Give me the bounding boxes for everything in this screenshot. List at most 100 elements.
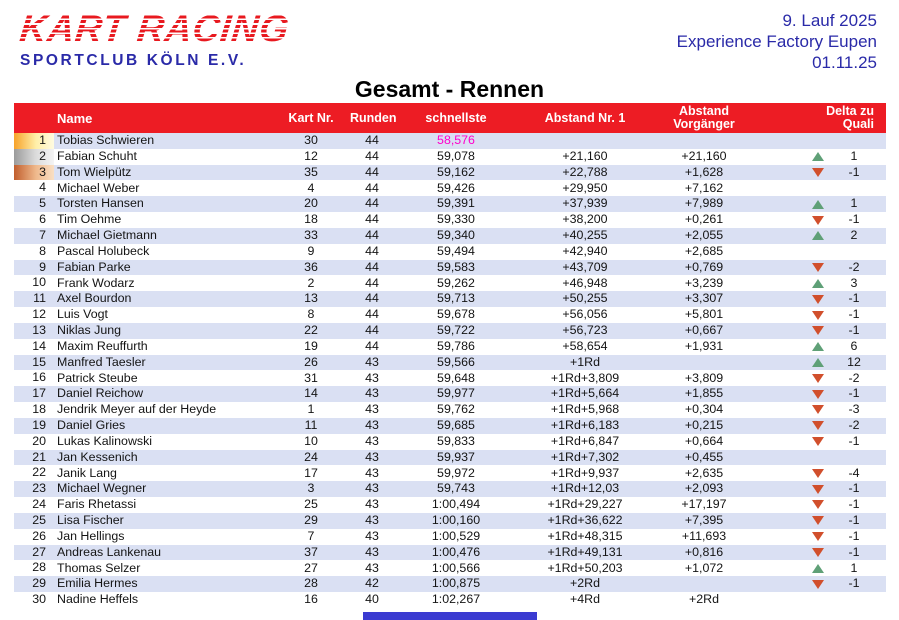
- driver-name: Janik Lang: [57, 465, 117, 480]
- up-arrow-icon: [812, 358, 824, 367]
- delta-to-quali-cell: 6: [756, 339, 886, 355]
- delta-to-quali-cell: [756, 592, 886, 608]
- kart-number: 7: [307, 528, 315, 543]
- kart-number: 29: [304, 513, 318, 528]
- gap-to-leader: +1Rd+36,622: [547, 513, 623, 528]
- driver-name: Tobias Schwieren: [57, 133, 155, 148]
- delta-to-quali-cell: -2: [756, 260, 886, 276]
- kart-number: 20: [304, 196, 318, 211]
- delta-value: 2: [850, 228, 858, 243]
- gap-to-leader: +1Rd+5,968: [550, 402, 620, 417]
- delta-value: 1: [850, 148, 858, 163]
- best-lap-time: 59,494: [437, 243, 475, 258]
- position-cell: 27: [32, 544, 46, 559]
- delta-to-quali-cell: [756, 244, 886, 260]
- gap-to-previous: +0,215: [684, 418, 724, 433]
- position-cell: 9: [39, 259, 46, 274]
- driver-name: Axel Bourdon: [57, 291, 132, 306]
- driver-name: Emilia Hermes: [57, 576, 138, 591]
- trend-icon-box: [800, 215, 836, 225]
- laps-count: 43: [365, 354, 379, 369]
- table-row: 13 Niklas Jung 22 44 59,722 +56,723 +0,6…: [14, 322, 886, 339]
- delta-value: -2: [848, 418, 860, 433]
- delta-to-quali-cell: -1: [756, 529, 886, 545]
- kart-number: 3: [307, 481, 315, 496]
- gap-to-previous: +2,635: [684, 465, 724, 480]
- down-arrow-icon: [812, 405, 824, 415]
- table-row: 22 Janik Lang 17 43 59,972 +1Rd+9,937 +2…: [14, 465, 886, 481]
- table-row: 16 Patrick Steube 31 43 59,648 +1Rd+3,80…: [14, 370, 886, 386]
- trend-icon-box: [800, 152, 836, 162]
- best-lap-time: 1:00,494: [431, 497, 481, 512]
- delta-to-quali-cell: -1: [756, 386, 886, 402]
- delta-to-quali-cell: -1: [756, 165, 886, 181]
- trend-icon-box: [800, 405, 836, 415]
- kart-number: 12: [304, 148, 318, 163]
- delta-to-quali-cell: 1: [756, 196, 886, 212]
- gap-to-previous: +1,855: [684, 386, 724, 401]
- kart-number: 27: [304, 560, 318, 575]
- gap-to-leader: +58,654: [562, 338, 608, 353]
- driver-name: Michael Wegner: [57, 481, 147, 496]
- footer-bar: [363, 612, 537, 620]
- trend-icon-box: [800, 532, 836, 542]
- kart-number: 22: [304, 323, 318, 338]
- kart-number: 19: [304, 338, 318, 353]
- table-row: 23 Michael Wegner 3 43 59,743 +1Rd+12,03…: [14, 481, 886, 498]
- driver-name: Daniel Gries: [57, 418, 126, 433]
- gap-to-previous: +2Rd: [689, 592, 719, 607]
- best-lap-time: 59,786: [437, 338, 475, 353]
- laps-count: 43: [365, 560, 379, 575]
- gap-to-leader: +42,940: [562, 243, 608, 258]
- position-cell: 14: [32, 338, 46, 353]
- table-row: 30 Nadine Heffels 16 40 1:02,267 +4Rd +2…: [14, 592, 886, 608]
- best-lap-time: 1:00,160: [431, 513, 481, 528]
- gap-to-leader: +1Rd+48,315: [547, 528, 623, 543]
- kart-number: 11: [304, 418, 318, 433]
- table-row: 26 Jan Hellings 7 43 1:00,529 +1Rd+48,31…: [14, 529, 886, 545]
- position-cell: 18: [32, 402, 46, 417]
- table-row: 21 Jan Kessenich 24 43 59,937 +1Rd+7,302…: [14, 449, 886, 466]
- best-lap-time: 1:00,529: [431, 528, 481, 543]
- down-arrow-icon: [812, 263, 824, 273]
- laps-count: 44: [365, 196, 379, 211]
- delta-to-quali-cell: -1: [756, 576, 886, 592]
- header-schnellste: schnellste: [425, 110, 487, 125]
- best-lap-time: 59,713: [437, 291, 475, 306]
- best-lap-time: 59,743: [437, 481, 475, 496]
- laps-count: 43: [365, 528, 379, 543]
- delta-to-quali-cell: [756, 180, 886, 196]
- table-body: 1 Tobias Schwieren 30 44 58,576 2 Fabian…: [14, 133, 886, 608]
- delta-to-quali-cell: 2: [756, 228, 886, 244]
- delta-to-quali-cell: 1: [756, 560, 886, 576]
- position-cell: 24: [32, 497, 46, 512]
- delta-value: -3: [848, 402, 860, 417]
- delta-to-quali-cell: [756, 133, 886, 149]
- best-lap-time: 59,972: [437, 465, 475, 480]
- down-arrow-icon: [812, 168, 824, 178]
- delta-value: -1: [848, 513, 860, 528]
- down-arrow-icon: [812, 294, 824, 304]
- delta-to-quali-cell: -2: [756, 418, 886, 434]
- up-arrow-icon: [812, 563, 824, 573]
- driver-name: Luis Vogt: [57, 307, 108, 322]
- down-arrow-icon: [812, 421, 824, 431]
- event-venue: Experience Factory Eupen: [676, 32, 877, 51]
- up-arrow-icon: [812, 342, 824, 352]
- position-cell: 15: [32, 354, 46, 369]
- delta-to-quali-cell: -1: [756, 212, 886, 228]
- delta-to-quali-cell: 3: [756, 275, 886, 291]
- kart-number: 10: [304, 433, 318, 448]
- delta-value: -2: [848, 370, 860, 385]
- up-arrow-icon: [812, 231, 824, 241]
- gap-to-previous: +0,664: [684, 433, 724, 448]
- laps-count: 44: [365, 338, 379, 353]
- position-cell: 13: [32, 322, 46, 337]
- driver-name: Manfred Taesler: [57, 354, 146, 369]
- table-row: 7 Michael Gietmann 33 44 59,340 +40,255 …: [14, 227, 886, 244]
- delta-to-quali-cell: [756, 450, 886, 466]
- header-delta-quali: Delta zu Quali: [756, 105, 886, 131]
- header-delta-line1: Delta zu: [826, 104, 874, 118]
- laps-count: 43: [365, 370, 379, 385]
